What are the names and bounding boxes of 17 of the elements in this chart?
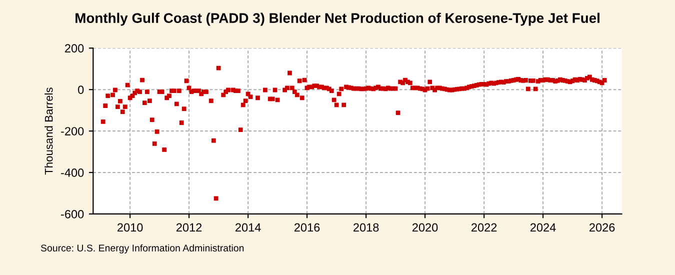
x-tick-label: 2010 xyxy=(118,223,143,232)
y-tick-label: -200 xyxy=(61,127,84,136)
y-tick-label: 0 xyxy=(78,86,84,94)
x-tick-label: 2018 xyxy=(354,223,379,232)
x-tick-label: 2016 xyxy=(294,223,320,232)
y-tick-label: -600 xyxy=(61,210,84,218)
x-tick-label: 2026 xyxy=(590,223,615,232)
source-note: Source: U.S. Energy Information Administration xyxy=(40,244,244,254)
chart-title: Monthly Gulf Coast (PADD 3) Blender Net Production of Kerosene-Type Jet Fuel xyxy=(76,12,600,26)
x-tick-label: 2014 xyxy=(236,223,261,232)
x-tick-label: 2012 xyxy=(176,223,202,232)
x-tick-label: 2020 xyxy=(412,223,438,232)
x-tick-label: 2022 xyxy=(472,223,497,232)
y-axis-title: Thousand Barrels xyxy=(44,88,53,175)
y-tick-label: 200 xyxy=(65,44,84,53)
x-tick-label: 2024 xyxy=(530,223,556,232)
y-tick-label: -400 xyxy=(61,168,84,177)
